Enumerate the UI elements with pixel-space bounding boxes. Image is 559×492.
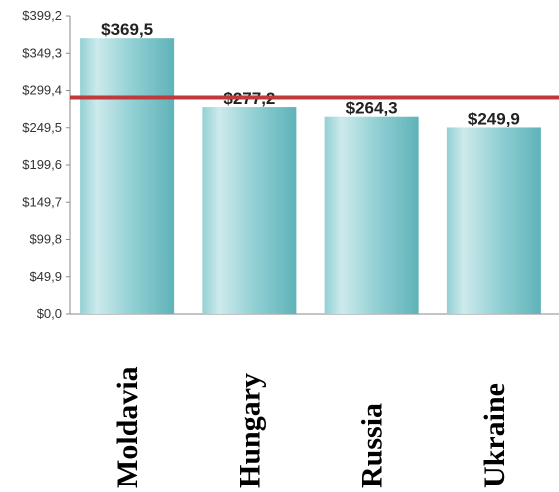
data-label: $369,5: [101, 20, 153, 39]
x-category-label: Russia: [356, 403, 389, 488]
y-tick-label: $249,5: [22, 120, 62, 135]
y-tick-label: $349,3: [22, 45, 62, 60]
bar-russia: [324, 116, 419, 314]
y-axis-ticks: $0,0 $49,9 $99,8 $149,7 $199,6 $249,5 $299,4 $3…: [22, 8, 70, 321]
data-label: $264,3: [346, 99, 398, 118]
y-tick-label: $199,6: [22, 157, 62, 172]
bar-moldavia: [80, 38, 175, 315]
y-tick-label: $299,4: [22, 83, 62, 98]
bar-ukraine: [446, 127, 541, 314]
data-label: $249,9: [468, 109, 520, 128]
x-axis-labels: Moldavia Hungary Russia Ukraine: [111, 366, 511, 488]
bars: [80, 38, 541, 315]
x-category-label: Ukraine: [478, 383, 511, 488]
x-category-label: Moldavia: [111, 366, 144, 488]
y-tick-label: $49,9: [29, 269, 62, 284]
x-category-label: Hungary: [233, 373, 266, 488]
y-tick-label: $99,8: [29, 232, 62, 247]
y-tick-label: $399,2: [22, 8, 62, 23]
y-tick-label: $0,0: [37, 306, 62, 321]
bar-hungary: [202, 107, 297, 314]
y-tick-label: $149,7: [22, 194, 62, 209]
